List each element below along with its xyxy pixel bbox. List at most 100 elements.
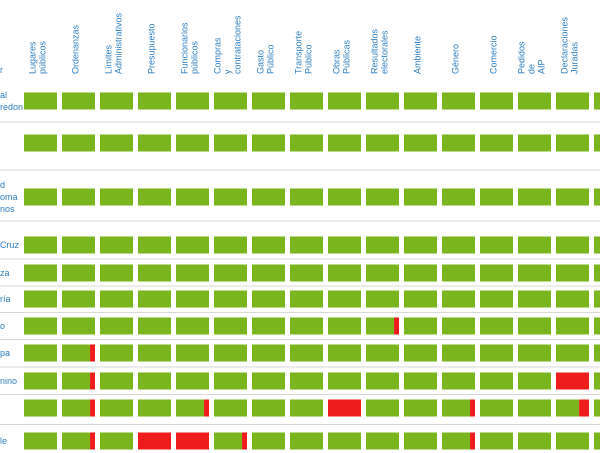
- cell-r2-c10: [404, 188, 437, 206]
- cell-ok-segment: [480, 134, 513, 152]
- cell-ok-segment: [366, 399, 399, 417]
- cell-ok-segment: [480, 264, 513, 282]
- cell-ok-segment: [24, 399, 57, 417]
- cell-r5-c15: [594, 290, 600, 308]
- cell-ok-segment: [176, 317, 209, 335]
- cell-r8-c11: [442, 372, 475, 390]
- cell-ok-segment: [518, 92, 551, 110]
- column-header-line: Pedidos: [517, 41, 527, 74]
- cell-ok-segment: [556, 317, 589, 335]
- cell-r6-c6: [252, 317, 285, 335]
- cell-r3-c5: [214, 236, 247, 254]
- cell-r3-c4: [176, 236, 209, 254]
- cell-ok-segment: [24, 290, 57, 308]
- cell-r8-c6: [252, 372, 285, 390]
- cell-r6-c13: [518, 317, 551, 335]
- cell-ok-segment: [442, 236, 475, 254]
- cell-r0-c4: [176, 92, 209, 110]
- cell-ok-segment: [442, 188, 475, 206]
- cell-ok-segment: [556, 399, 580, 417]
- row-label-2: oma: [0, 192, 18, 202]
- cell-r1-c0: [24, 134, 57, 152]
- column-header-line: Compras: [213, 37, 223, 74]
- row-labels: al redon d oma nos Cruz za ría o pa nino le: [0, 90, 23, 446]
- cell-r7-c2: [100, 344, 133, 362]
- cells: [24, 92, 600, 450]
- cell-r4-c11: [442, 264, 475, 282]
- cell-ok-segment: [594, 188, 600, 206]
- cell-ok-segment: [366, 290, 399, 308]
- column-header-line: Públicas: [342, 39, 352, 74]
- cell-r2-c13: [518, 188, 551, 206]
- cell-ok-segment: [480, 344, 513, 362]
- cell-r2-c11: [442, 188, 475, 206]
- column-header-9: Resultados electorales: [370, 28, 390, 74]
- cell-r0-c0: [24, 92, 57, 110]
- cell-r4-c9: [366, 264, 399, 282]
- cell-missing-segment: [90, 372, 95, 390]
- cell-ok-segment: [480, 372, 513, 390]
- cell-r6-c3: [138, 317, 171, 335]
- cell-ok-segment: [214, 290, 247, 308]
- row-label-2: nos: [0, 204, 15, 214]
- cell-r5-c10: [404, 290, 437, 308]
- cell-ok-segment: [24, 92, 57, 110]
- cell-ok-segment: [556, 290, 589, 308]
- cell-ok-segment: [328, 92, 361, 110]
- cell-ok-segment: [24, 432, 57, 450]
- cell-ok-segment: [556, 432, 589, 450]
- column-header-line: contrataciones: [233, 15, 243, 74]
- cell-r4-c7: [290, 264, 323, 282]
- column-header-line: Comercio: [489, 35, 499, 74]
- column-header-line: Límites: [104, 44, 114, 74]
- cell-r0-c11: [442, 92, 475, 110]
- column-header-12: Comercio: [489, 35, 499, 74]
- cell-ok-segment: [404, 264, 437, 282]
- cell-r10-c10: [404, 432, 437, 450]
- cell-ok-segment: [252, 134, 285, 152]
- row-separators: [0, 121, 600, 425]
- cell-ok-segment: [252, 344, 285, 362]
- cell-ok-segment: [290, 317, 323, 335]
- cell-r9-c1: [62, 399, 95, 417]
- cell-r2-c0: [24, 188, 57, 206]
- cell-r9-c9: [366, 399, 399, 417]
- cell-missing-segment: [90, 344, 95, 362]
- cell-r10-c3: [138, 432, 171, 450]
- cell-ok-segment: [100, 317, 133, 335]
- cell-r8-c9: [366, 372, 399, 390]
- cell-ok-segment: [556, 344, 589, 362]
- column-header-0: Lugares públicos: [28, 40, 48, 74]
- cell-r1-c8: [328, 134, 361, 152]
- cell-ok-segment: [138, 264, 171, 282]
- column-header-line: Gasto: [256, 50, 266, 74]
- cell-missing-segment: [470, 399, 475, 417]
- cell-missing-segment: [138, 432, 171, 450]
- cell-r3-c15: [594, 236, 600, 254]
- cell-r4-c4: [176, 264, 209, 282]
- cell-r0-c9: [366, 92, 399, 110]
- cell-ok-segment: [176, 399, 205, 417]
- cell-ok-segment: [214, 399, 247, 417]
- cell-ok-segment: [214, 92, 247, 110]
- cell-r7-c7: [290, 344, 323, 362]
- cell-ok-segment: [518, 399, 551, 417]
- cell-ok-segment: [252, 188, 285, 206]
- column-header-3: Presupuesto: [147, 23, 157, 74]
- cell-ok-segment: [138, 290, 171, 308]
- cell-r3-c8: [328, 236, 361, 254]
- cell-r9-c13: [518, 399, 551, 417]
- cell-ok-segment: [480, 317, 513, 335]
- cell-ok-segment: [328, 236, 361, 254]
- cell-ok-segment: [252, 290, 285, 308]
- column-header-line: Obras: [332, 49, 342, 74]
- cell-r9-c11: [442, 399, 475, 417]
- cell-r5-c9: [366, 290, 399, 308]
- cell-ok-segment: [404, 344, 437, 362]
- cell-r1-c12: [480, 134, 513, 152]
- cell-ok-segment: [176, 344, 209, 362]
- cell-ok-segment: [366, 344, 399, 362]
- cell-r0-c14: [556, 92, 589, 110]
- column-header-line: Público: [266, 44, 276, 74]
